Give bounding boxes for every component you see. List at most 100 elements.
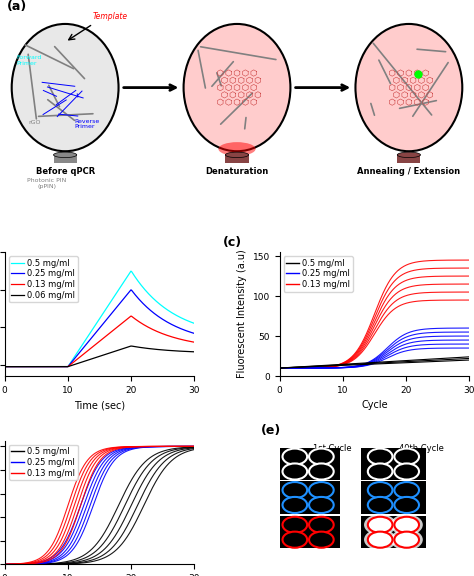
Ellipse shape: [225, 152, 248, 158]
Bar: [226, 154, 248, 162]
0.06 mg/ml: [114, 347, 120, 354]
0.5 mg/ml: [118, 283, 124, 290]
Circle shape: [283, 532, 307, 548]
Legend: 0.5 mg/ml, 0.25 mg/ml, 0.13 mg/ml: 0.5 mg/ml, 0.25 mg/ml, 0.13 mg/ml: [9, 445, 78, 480]
Text: Forward
Primer: Forward Primer: [16, 55, 42, 66]
0.06 mg/ml: [128, 343, 134, 350]
0.06 mg/ml: [2, 363, 8, 370]
Circle shape: [394, 464, 419, 480]
Text: Denaturation: Denaturation: [205, 167, 269, 176]
Circle shape: [368, 482, 392, 498]
0.13 mg/ml: [128, 313, 134, 320]
Circle shape: [309, 449, 334, 465]
0.25 mg/ml: [114, 304, 120, 310]
Text: 0.5 mg/ml: 0.5 mg/ml: [280, 463, 315, 468]
Circle shape: [368, 497, 392, 513]
0.06 mg/ml: [191, 348, 197, 355]
0.25 mg/ml: [162, 317, 168, 324]
0.06 mg/ml: [118, 346, 124, 353]
Circle shape: [283, 517, 307, 533]
Text: (a): (a): [7, 1, 27, 13]
Circle shape: [283, 449, 307, 465]
0.5 mg/ml: [162, 305, 168, 312]
Circle shape: [283, 497, 307, 513]
Circle shape: [309, 497, 334, 513]
0.13 mg/ml: [115, 323, 120, 330]
0.25 mg/ml: [128, 286, 134, 293]
0.25 mg/ml: [191, 330, 197, 337]
Ellipse shape: [356, 24, 462, 151]
Line: 0.5 mg/ml: 0.5 mg/ml: [5, 271, 194, 367]
Y-axis label: Fluorescent Intensity (a.u): Fluorescent Intensity (a.u): [237, 249, 247, 378]
Text: Before qPCR: Before qPCR: [36, 167, 95, 176]
0.13 mg/ml: [2, 363, 8, 370]
Text: (c): (c): [223, 236, 242, 249]
Line: 0.13 mg/ml: 0.13 mg/ml: [5, 316, 194, 367]
Bar: [361, 448, 426, 480]
Circle shape: [391, 514, 423, 535]
Bar: [361, 482, 426, 514]
Circle shape: [394, 449, 419, 465]
Circle shape: [283, 482, 307, 498]
0.5 mg/ml: [174, 312, 180, 319]
Text: (e): (e): [261, 425, 281, 437]
Text: Template: Template: [93, 13, 128, 21]
0.13 mg/ml: [114, 324, 120, 331]
Circle shape: [391, 529, 423, 550]
Bar: [397, 154, 420, 162]
Circle shape: [368, 464, 392, 480]
Bar: [276, 516, 340, 548]
Circle shape: [368, 517, 392, 533]
Circle shape: [394, 482, 419, 498]
0.5 mg/ml: [2, 363, 8, 370]
Circle shape: [368, 449, 392, 465]
0.5 mg/ml: [115, 288, 120, 295]
Bar: [276, 482, 340, 514]
0.06 mg/ml: [115, 347, 120, 354]
0.13 mg/ml: [191, 339, 197, 346]
Ellipse shape: [219, 142, 255, 156]
0.06 mg/ml: [2, 363, 8, 370]
Text: 0.25 mg/ml: 0.25 mg/ml: [280, 496, 319, 502]
0.06 mg/ml: [174, 347, 180, 354]
Line: 0.25 mg/ml: 0.25 mg/ml: [5, 290, 194, 367]
Circle shape: [283, 464, 307, 480]
0.13 mg/ml: [2, 363, 8, 370]
Text: Reverse
Primer: Reverse Primer: [74, 119, 100, 130]
Circle shape: [394, 532, 419, 548]
Text: 0.13 mg/ml: 0.13 mg/ml: [280, 530, 320, 536]
Ellipse shape: [54, 152, 77, 158]
Bar: [54, 154, 77, 162]
Text: Photonic PIN
(pPIN): Photonic PIN (pPIN): [27, 178, 66, 188]
Ellipse shape: [183, 24, 291, 151]
Legend: 0.5 mg/ml, 0.25 mg/ml, 0.13 mg/ml, 0.06 mg/ml: 0.5 mg/ml, 0.25 mg/ml, 0.13 mg/ml, 0.06 …: [9, 256, 78, 302]
Circle shape: [309, 517, 334, 533]
0.5 mg/ml: [114, 289, 120, 295]
Bar: [361, 516, 426, 548]
0.13 mg/ml: [174, 335, 180, 342]
Ellipse shape: [397, 152, 420, 158]
Line: 0.06 mg/ml: 0.06 mg/ml: [5, 346, 194, 367]
Circle shape: [394, 497, 419, 513]
Text: Annealing / Extension: Annealing / Extension: [357, 167, 460, 176]
0.5 mg/ml: [128, 268, 134, 275]
Circle shape: [309, 464, 334, 480]
0.25 mg/ml: [2, 363, 8, 370]
X-axis label: Cycle: Cycle: [361, 400, 388, 410]
Circle shape: [394, 517, 419, 533]
Bar: [276, 448, 340, 480]
Circle shape: [368, 532, 392, 548]
0.06 mg/ml: [162, 347, 168, 354]
Ellipse shape: [12, 24, 118, 151]
Text: 40th Cycle: 40th Cycle: [400, 444, 444, 453]
0.5 mg/ml: [191, 320, 197, 327]
Legend: 0.5 mg/ml, 0.25 mg/ml, 0.13 mg/ml: 0.5 mg/ml, 0.25 mg/ml, 0.13 mg/ml: [284, 256, 353, 291]
0.25 mg/ml: [115, 302, 120, 309]
0.13 mg/ml: [118, 321, 124, 328]
0.13 mg/ml: [162, 331, 168, 338]
0.25 mg/ml: [118, 299, 124, 306]
X-axis label: Time (sec): Time (sec): [74, 400, 125, 410]
Text: 1st Cycle: 1st Cycle: [313, 444, 352, 453]
Circle shape: [309, 532, 334, 548]
0.25 mg/ml: [174, 324, 180, 331]
